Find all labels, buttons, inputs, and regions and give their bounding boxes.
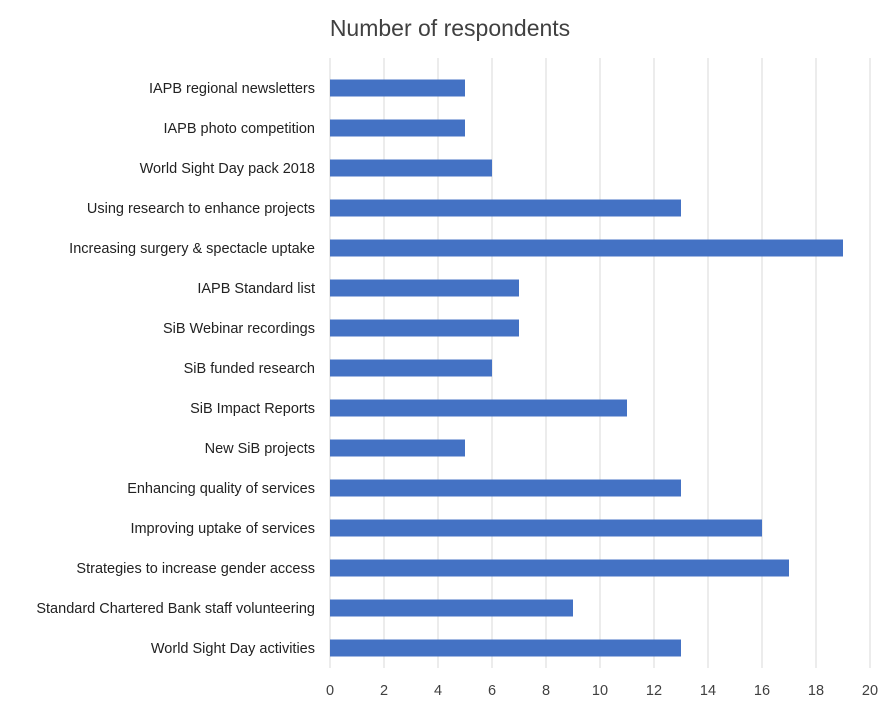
category-label: World Sight Day pack 2018 bbox=[140, 161, 315, 177]
category-label: SiB Webinar recordings bbox=[163, 321, 315, 337]
category-label: New SiB projects bbox=[205, 441, 315, 457]
bar bbox=[330, 319, 519, 337]
x-tick-label: 2 bbox=[380, 683, 388, 699]
category-labels: IAPB regional newsletters IAPB photo comp… bbox=[36, 81, 315, 657]
bar bbox=[330, 519, 762, 537]
bar bbox=[330, 639, 681, 657]
category-label: Strategies to increase gender access bbox=[76, 561, 315, 577]
category-label: IAPB photo competition bbox=[163, 121, 315, 137]
bar bbox=[330, 559, 789, 577]
category-label: Improving uptake of services bbox=[130, 521, 315, 537]
category-label: Enhancing quality of services bbox=[127, 481, 315, 497]
category-label: Using research to enhance projects bbox=[87, 201, 315, 217]
category-label: World Sight Day activities bbox=[151, 641, 315, 657]
x-tick-label: 20 bbox=[862, 683, 878, 699]
x-tick-label: 10 bbox=[592, 683, 608, 699]
category-label: Standard Chartered Bank staff volunteeri… bbox=[36, 601, 315, 617]
bar bbox=[330, 79, 465, 97]
x-tick-label: 14 bbox=[700, 683, 716, 699]
category-label: IAPB Standard list bbox=[197, 281, 315, 297]
category-label: Increasing surgery & spectacle uptake bbox=[69, 241, 315, 257]
x-tick-label: 6 bbox=[488, 683, 496, 699]
x-tick-label: 18 bbox=[808, 683, 824, 699]
x-tick-label: 12 bbox=[646, 683, 662, 699]
x-tick-label: 4 bbox=[434, 683, 442, 699]
bar bbox=[330, 199, 681, 217]
bar bbox=[330, 399, 627, 417]
x-tick-label: 8 bbox=[542, 683, 550, 699]
bar bbox=[330, 599, 573, 617]
category-label: IAPB regional newsletters bbox=[149, 81, 315, 97]
bar bbox=[330, 279, 519, 297]
x-tick-label: 16 bbox=[754, 683, 770, 699]
bar bbox=[330, 239, 843, 257]
bar bbox=[330, 159, 492, 177]
bar bbox=[330, 439, 465, 457]
bars bbox=[330, 79, 843, 657]
bar bbox=[330, 479, 681, 497]
x-tick-label: 0 bbox=[326, 683, 334, 699]
bar bbox=[330, 119, 465, 137]
x-axis-tick-labels: 0 2 4 6 8 10 12 14 16 18 20 bbox=[326, 683, 878, 699]
chart-title: Number of respondents bbox=[330, 15, 570, 41]
bar bbox=[330, 359, 492, 377]
category-label: SiB Impact Reports bbox=[190, 401, 315, 417]
category-label: SiB funded research bbox=[184, 361, 315, 377]
